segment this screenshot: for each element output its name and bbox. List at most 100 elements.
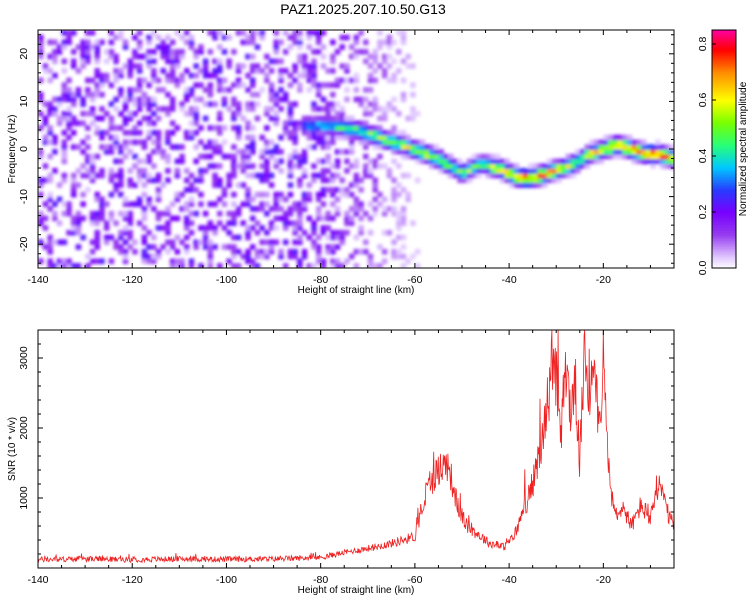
- heatmap-cell: [113, 72, 119, 79]
- heatmap-cell: [546, 172, 553, 179]
- heatmap-cell: [622, 134, 628, 141]
- heatmap-cell: [179, 191, 185, 198]
- heatmap-cell: [146, 177, 152, 184]
- heatmap-cell: [344, 96, 350, 103]
- heatmap-cells: [38, 30, 674, 268]
- heatmap-cell: [381, 210, 388, 217]
- heatmap-cell: [169, 58, 176, 65]
- heatmap-cell: [499, 158, 506, 165]
- heatmap-cell: [89, 96, 96, 103]
- heatmap-cell: [80, 234, 86, 241]
- heatmap-cell: [603, 153, 609, 160]
- heatmap-cell: [259, 134, 265, 141]
- heatmap-cell: [348, 44, 355, 50]
- heatmap-cell: [245, 72, 251, 79]
- heatmap-cell: [273, 239, 280, 245]
- heatmap-cell: [122, 44, 129, 50]
- heatmap-cell: [70, 49, 77, 55]
- heatmap-cell: [38, 77, 44, 84]
- heatmap-cell: [141, 172, 148, 179]
- colorbar-segment: [712, 152, 736, 156]
- heatmap-cell: [240, 39, 247, 46]
- heatmap-cell: [518, 182, 525, 188]
- heatmap-cell: [122, 196, 129, 203]
- heatmap-cell: [641, 158, 647, 165]
- heatmap-cell: [381, 206, 388, 212]
- heatmap-cell: [396, 248, 402, 255]
- heatmap-cell: [179, 72, 185, 79]
- heatmap-cell: [127, 215, 134, 222]
- heatmap-cell: [61, 82, 68, 88]
- heatmap-cell: [264, 144, 270, 150]
- heatmap-cell: [292, 225, 298, 231]
- heatmap-cell: [217, 68, 223, 74]
- heatmap-cell: [245, 253, 251, 260]
- heatmap-cell: [198, 225, 204, 231]
- heatmap-cell: [259, 34, 265, 41]
- heatmap-cell: [377, 139, 383, 146]
- heatmap-cell: [188, 72, 195, 79]
- heatmap-cell: [372, 49, 378, 55]
- colorbar-segment: [712, 39, 736, 43]
- heatmap-cell: [306, 77, 313, 84]
- heatmap-cell: [584, 163, 590, 169]
- heatmap-cell: [381, 53, 388, 60]
- heatmap-cell: [287, 101, 294, 107]
- heatmap-cell: [165, 44, 171, 50]
- spectrogram-y-tick-label: -10: [18, 189, 30, 204]
- heatmap-cell: [108, 39, 115, 46]
- heatmap-cell: [42, 139, 49, 146]
- heatmap-cell: [94, 215, 101, 222]
- heatmap-cell: [301, 229, 308, 236]
- heatmap-cell: [231, 101, 237, 107]
- heatmap-cell: [188, 134, 195, 141]
- heatmap-cell: [231, 248, 237, 255]
- heatmap-cell: [188, 210, 195, 217]
- heatmap-cell: [339, 106, 346, 112]
- heatmap-cell: [103, 149, 110, 155]
- heatmap-cell: [297, 120, 303, 126]
- heatmap-cell: [99, 210, 105, 217]
- heatmap-cell: [155, 149, 162, 155]
- colorbar-segment: [712, 178, 736, 182]
- heatmap-cell: [217, 144, 223, 150]
- heatmap-cell: [212, 125, 218, 131]
- heatmap-cell: [165, 134, 171, 141]
- heatmap-cell: [113, 187, 119, 193]
- heatmap-cell: [193, 49, 199, 55]
- heatmap-cell: [622, 144, 628, 150]
- heatmap-cell: [273, 158, 280, 165]
- heatmap-cell: [348, 125, 355, 131]
- heatmap-cell: [556, 172, 562, 179]
- heatmap-cell: [650, 149, 656, 155]
- heatmap-cell: [527, 172, 534, 179]
- heatmap-cell: [381, 39, 388, 46]
- heatmap-cell: [344, 158, 350, 165]
- heatmap-cell: [330, 91, 336, 98]
- heatmap-cell: [589, 139, 595, 146]
- colorbar-segment: [712, 149, 736, 152]
- heatmap-cell: [207, 101, 214, 107]
- colorbar-segment: [712, 107, 736, 110]
- heatmap-cell: [344, 68, 350, 74]
- heatmap-cell: [358, 49, 364, 55]
- heatmap-cell: [212, 163, 218, 169]
- heatmap-cell: [89, 44, 96, 50]
- heatmap-cell: [330, 68, 336, 74]
- heatmap-cell: [122, 153, 129, 160]
- heatmap-cell: [363, 96, 369, 103]
- heatmap-cell: [146, 158, 152, 165]
- heatmap-cell: [334, 120, 341, 126]
- heatmap-cell: [174, 196, 181, 203]
- heatmap-cell: [386, 229, 393, 236]
- heatmap-cell: [217, 149, 223, 155]
- colorbar-segment: [712, 182, 736, 186]
- heatmap-cell: [396, 191, 402, 198]
- heatmap-cell: [273, 149, 280, 155]
- heatmap-cell: [278, 39, 284, 46]
- heatmap-cell: [56, 263, 63, 268]
- heatmap-cell: [146, 258, 152, 265]
- heatmap-cell: [287, 191, 294, 198]
- heatmap-cell: [297, 215, 303, 222]
- heatmap-cell: [320, 187, 327, 193]
